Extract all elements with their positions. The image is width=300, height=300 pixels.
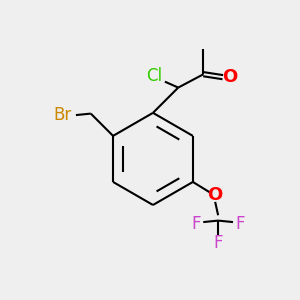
Text: F: F (236, 214, 245, 232)
Text: Br: Br (53, 106, 72, 124)
Text: Cl: Cl (146, 67, 163, 85)
Text: F: F (213, 234, 223, 252)
Text: F: F (191, 214, 201, 232)
Text: O: O (208, 186, 223, 204)
Text: O: O (222, 68, 237, 86)
